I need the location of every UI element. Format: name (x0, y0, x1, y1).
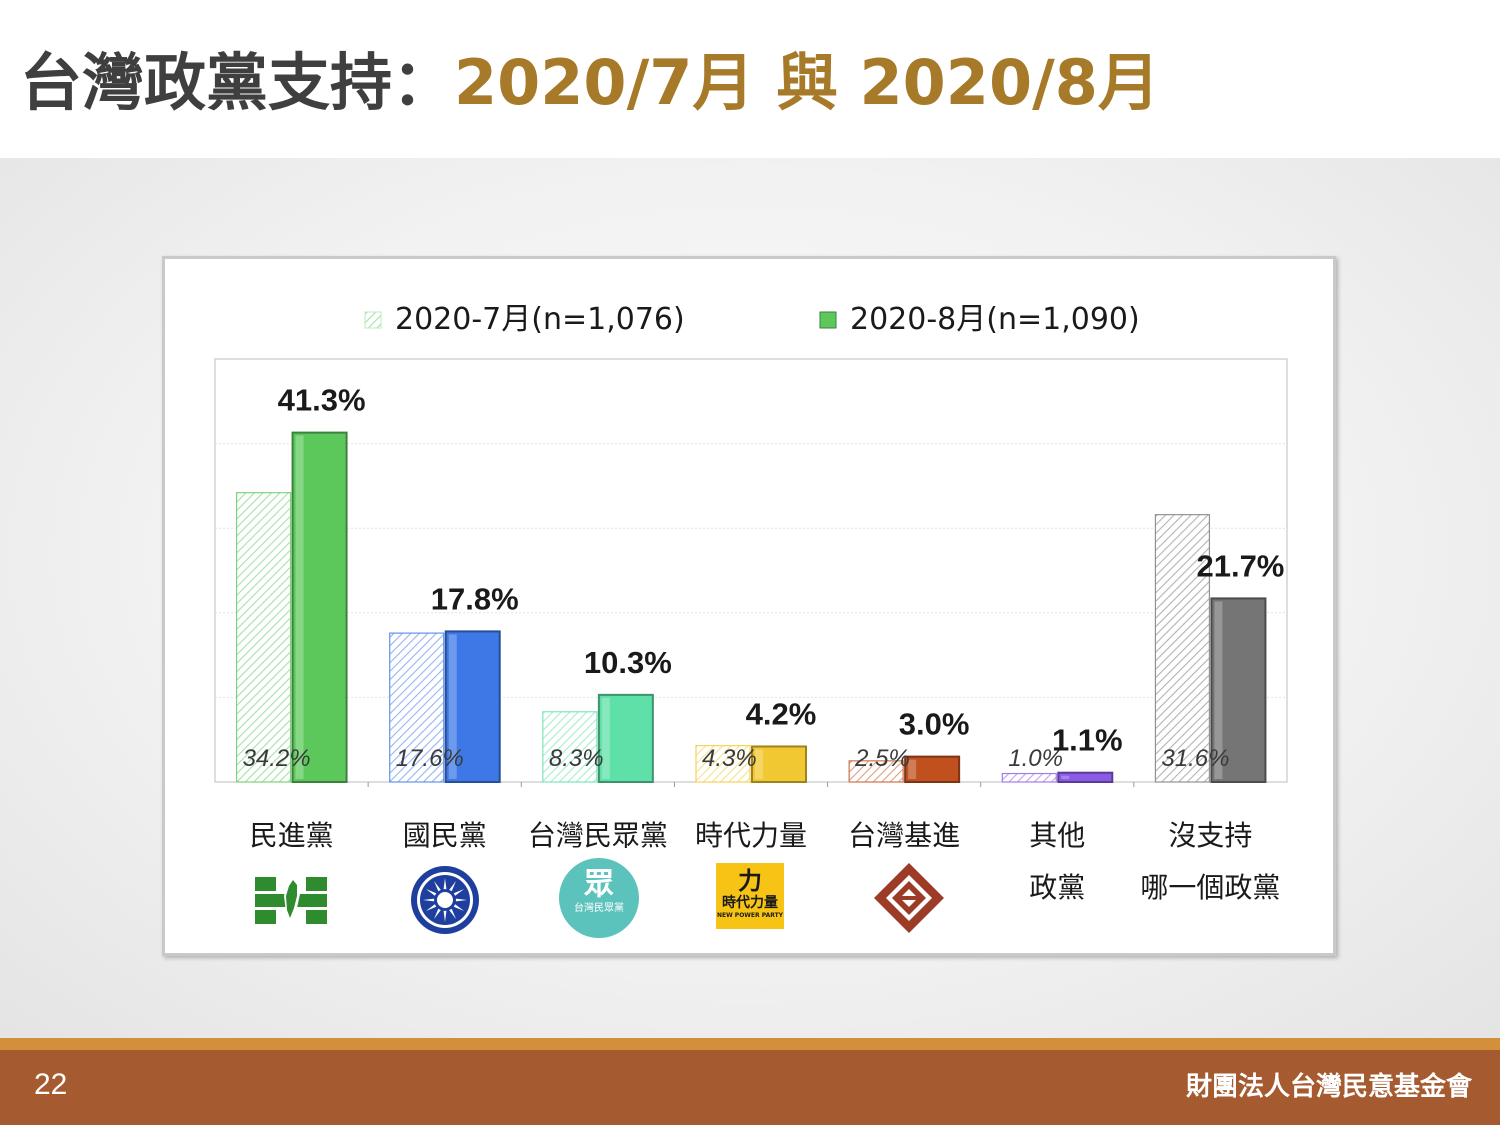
bar-aug-3 (597, 693, 654, 783)
title-main: 台灣政黨支持： (20, 46, 455, 119)
kmt-sun-ray (453, 889, 465, 896)
bar-aug-highlight (1061, 775, 1070, 779)
title-date-range: 2020/7月 與 2020/8月 (454, 46, 1160, 119)
page-number: 22 (34, 1068, 68, 1101)
bar-jul-7 (1154, 514, 1211, 783)
footer-accent-line (0, 1038, 1500, 1050)
kmt-sun-ray (425, 904, 437, 911)
bar-aug-4 (751, 745, 807, 783)
organization-name: 財團法人台灣民意基金會 (1185, 1072, 1472, 1102)
kmt-sun-ray (449, 880, 456, 892)
chart-legend: 2020-7月(n=1,076) 2020-8月(n=1,090) (364, 302, 1140, 337)
value-label-jul-2: 17.6% (396, 745, 464, 772)
bar-jul-5 (848, 760, 904, 783)
kmt-sun-ray (423, 898, 435, 902)
npp-logo-name: 時代力量 (722, 895, 778, 911)
value-label-jul-1: 34.2% (243, 745, 311, 772)
category-label-6: 政黨 (1029, 871, 1085, 904)
value-label-aug-1: 41.3% (278, 383, 366, 418)
bar-aug-1 (291, 431, 348, 784)
bar-aug-highlight (908, 759, 917, 779)
kmt-logo-icon (411, 866, 479, 934)
bar-aug-5 (904, 755, 961, 783)
bar-jul-1 (235, 492, 292, 783)
value-label-aug-4: 4.2% (746, 696, 817, 731)
bar-jul-6 (1001, 772, 1057, 783)
value-label-aug-2: 17.8% (431, 581, 519, 616)
tpp-logo-mark: 眾 (584, 867, 614, 902)
bar-aug-highlight (295, 435, 304, 779)
bar-jul-3 (542, 711, 598, 783)
category-label-7: 沒支持 (1168, 819, 1252, 852)
value-label-jul-7: 31.6% (1161, 745, 1229, 772)
kmt-sun-ray (449, 908, 456, 920)
value-label-jul-3: 8.3% (549, 745, 604, 772)
kmt-sun-ray (455, 898, 467, 902)
kmt-sun-ray (443, 878, 447, 890)
legend-label-2: 2020-8月(n=1,090) (850, 302, 1140, 337)
value-label-aug-7: 21.7% (1196, 548, 1284, 583)
bar-aug-6 (1057, 771, 1114, 783)
footer-bar (0, 1050, 1500, 1125)
legend-swatch-1 (364, 311, 382, 329)
category-label-5: 台灣基進 (848, 819, 960, 852)
kmt-sun-ray (443, 910, 447, 922)
category-label-2: 國民黨 (403, 819, 487, 852)
kmt-sun-ray (453, 904, 465, 911)
bar-aug-highlight (755, 749, 763, 779)
bar-aug-highlight (1214, 601, 1223, 779)
bar-aug-highlight (601, 697, 610, 779)
tpp-logo-name: 台灣民眾黨 (574, 903, 624, 914)
category-label-1: 民進黨 (250, 819, 334, 852)
bar-jul-2 (389, 632, 445, 783)
category-label-6: 其他 (1029, 819, 1085, 852)
bar-aug-2 (444, 630, 501, 783)
bar-aug-7 (1210, 597, 1267, 783)
kmt-sun-ray (425, 889, 437, 896)
value-label-aug-6: 1.1% (1052, 723, 1123, 758)
legend-swatch-2 (819, 311, 837, 329)
slide-title: 台灣政黨支持：2020/7月 與 2020/8月 (20, 38, 1160, 128)
bar-jul-4 (695, 745, 751, 783)
legend-label-1: 2020-7月(n=1,076) (395, 302, 685, 337)
category-label-4: 時代力量 (695, 819, 807, 852)
category-label-3: 台灣民眾黨 (528, 819, 668, 852)
npp-logo-mark: 力 (738, 867, 762, 895)
category-label-7: 哪一個政黨 (1140, 871, 1280, 904)
value-label-jul-5: 2.5% (854, 745, 910, 772)
kmt-sun-ray (434, 880, 441, 892)
value-label-aug-5: 3.0% (899, 707, 970, 742)
value-label-jul-4: 4.3% (702, 745, 757, 772)
value-label-jul-6: 1.0% (1008, 745, 1063, 772)
value-label-aug-3: 10.3% (584, 645, 672, 680)
dpp-logo-icon (253, 874, 329, 928)
npp-logo-english: NEW POWER PARTY (716, 912, 784, 919)
party-support-chart: 2020-7月(n=1,076) 2020-8月(n=1,090) 34.2% 41.… (214, 302, 1288, 904)
chart-frame: 2020-7月(n=1,076) 2020-8月(n=1,090) 34.2% 41.… (162, 256, 1336, 956)
bar-aug-highlight (448, 634, 457, 779)
kmt-sun-ray (434, 908, 441, 920)
tsp-logo-icon (874, 863, 944, 933)
tpp-logo-icon: 眾 台灣民眾黨 (559, 858, 639, 938)
npp-logo-icon: 力 時代力量 NEW POWER PARTY (716, 863, 784, 929)
